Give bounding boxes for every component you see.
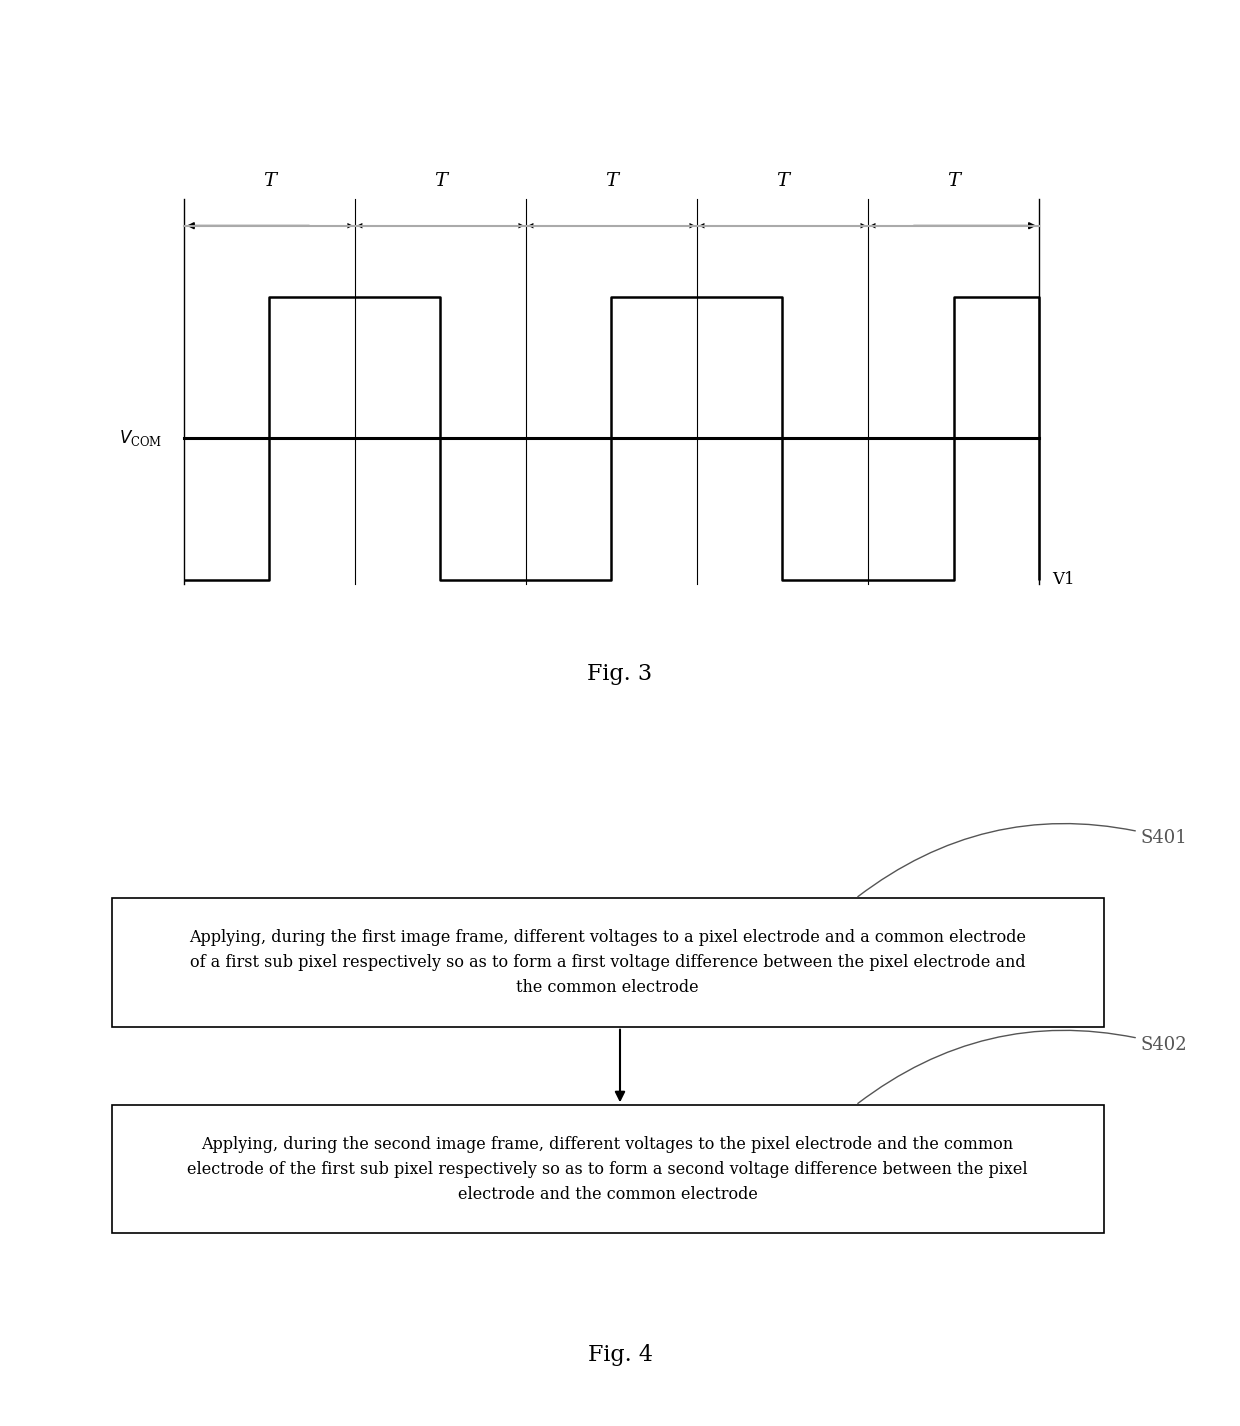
Text: $V_{\mathregular{COM}}$: $V_{\mathregular{COM}}$ (119, 428, 162, 448)
Text: T: T (947, 173, 960, 191)
Text: T: T (776, 173, 789, 191)
Text: T: T (263, 173, 275, 191)
Text: T: T (605, 173, 618, 191)
FancyBboxPatch shape (112, 1105, 1104, 1233)
Text: Fig. 4: Fig. 4 (588, 1343, 652, 1366)
FancyBboxPatch shape (112, 898, 1104, 1027)
Text: S402: S402 (858, 1031, 1188, 1104)
Text: Applying, during the second image frame, different voltages to the pixel electro: Applying, during the second image frame,… (187, 1137, 1028, 1202)
Text: T: T (434, 173, 446, 191)
Text: S401: S401 (858, 824, 1188, 897)
Text: V1: V1 (1052, 572, 1075, 589)
Text: Fig. 3: Fig. 3 (588, 663, 652, 684)
Text: Applying, during the first image frame, different voltages to a pixel electrode : Applying, during the first image frame, … (190, 930, 1025, 995)
